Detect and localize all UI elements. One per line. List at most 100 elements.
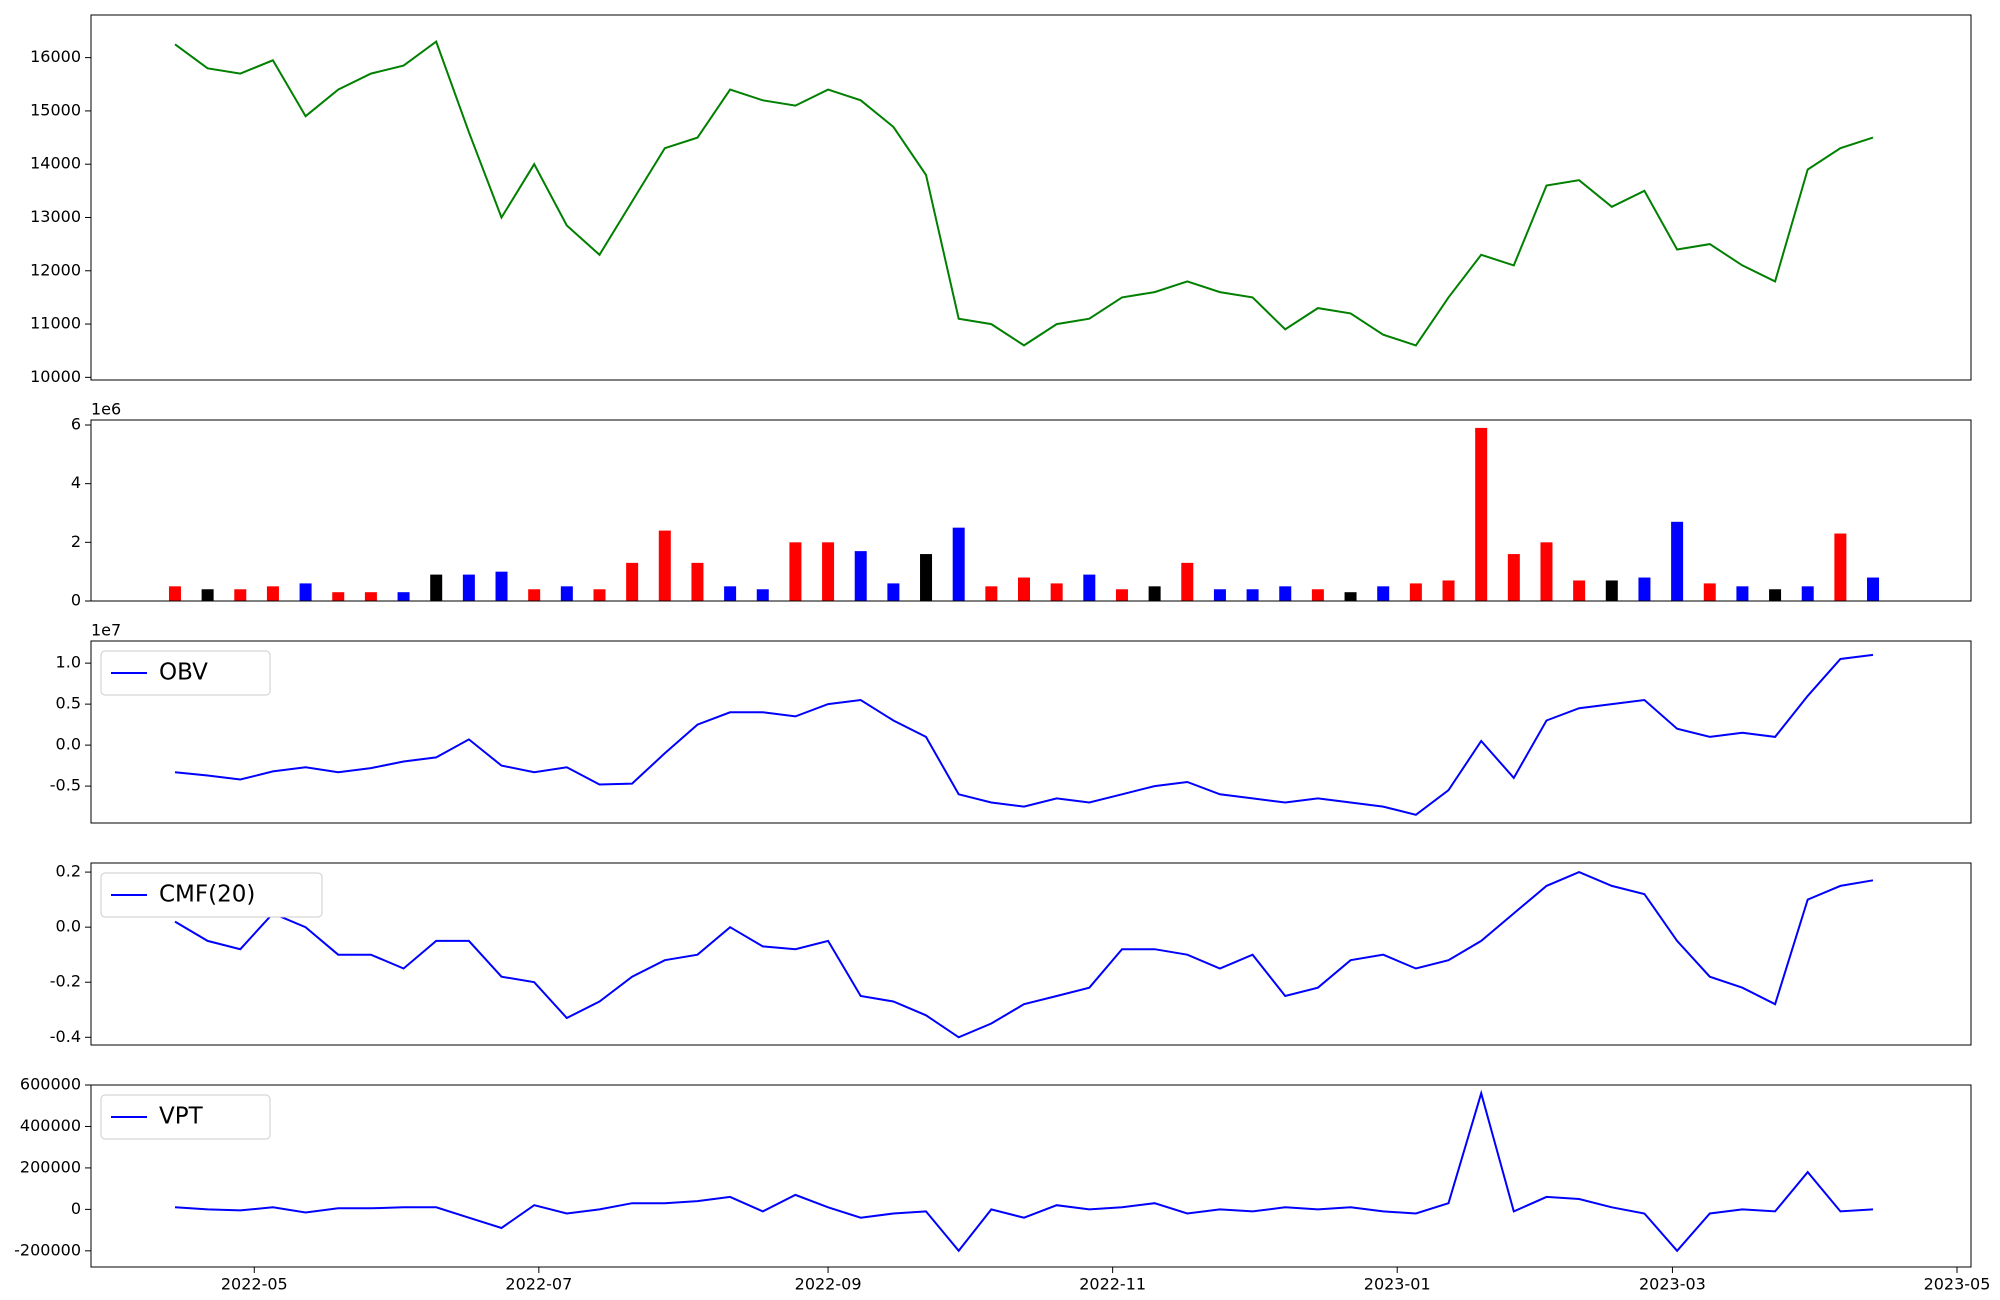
volume-bar bbox=[887, 583, 900, 601]
volume-bar bbox=[789, 542, 802, 601]
volume-bar bbox=[168, 586, 181, 601]
volume-bar bbox=[1475, 427, 1488, 601]
x-tick-label: 2022-07 bbox=[505, 1275, 572, 1294]
volume-bar bbox=[1638, 577, 1651, 601]
volume-bar bbox=[528, 589, 541, 601]
volume-bar bbox=[920, 554, 933, 601]
volume-bar bbox=[985, 586, 998, 601]
volume-bar bbox=[560, 586, 573, 601]
volume-bar bbox=[1605, 580, 1618, 601]
y-tick-label: 600000 bbox=[20, 1075, 81, 1094]
y-tick-label: 6 bbox=[71, 414, 81, 433]
volume-bar bbox=[1442, 580, 1455, 601]
legend: OBV bbox=[100, 650, 271, 696]
legend-label: VPT bbox=[159, 1104, 204, 1130]
volume-bar bbox=[1409, 583, 1422, 601]
volume-bar bbox=[201, 589, 214, 601]
y-tick-label: 4 bbox=[71, 473, 81, 492]
plot-frame bbox=[90, 14, 1972, 381]
series-line bbox=[174, 1089, 1874, 1253]
y-tick-label: 14000 bbox=[30, 154, 81, 173]
volume-bar bbox=[1834, 533, 1847, 601]
y-tick-label: 1.0 bbox=[56, 653, 81, 672]
y-tick-label: -0.2 bbox=[50, 972, 81, 991]
x-tick-label: 2023-03 bbox=[1639, 1275, 1706, 1294]
volume-bar bbox=[1867, 577, 1880, 601]
x-tick-label: 2022-11 bbox=[1079, 1275, 1146, 1294]
series-line bbox=[174, 653, 1874, 816]
y-tick-label: 0.0 bbox=[56, 917, 81, 936]
offset-text: 1e7 bbox=[91, 621, 121, 640]
offset-text: 1e6 bbox=[91, 400, 121, 419]
volume-bar bbox=[397, 592, 410, 601]
y-tick-label: 0.5 bbox=[56, 694, 81, 713]
volume-bar bbox=[1703, 583, 1716, 601]
volume-bar bbox=[854, 551, 867, 601]
plot-frame bbox=[90, 862, 1972, 1046]
legend-box bbox=[100, 872, 323, 918]
volume-bar bbox=[756, 589, 769, 601]
volume-bar bbox=[1573, 580, 1586, 601]
y-tick-label: 10000 bbox=[30, 367, 81, 386]
volume-bar bbox=[1018, 577, 1031, 601]
volume-bar bbox=[1311, 589, 1324, 601]
y-tick-label: 11000 bbox=[30, 314, 81, 333]
y-tick-label: 400000 bbox=[20, 1116, 81, 1135]
volume-bar bbox=[822, 542, 835, 601]
legend: CMF(20) bbox=[100, 872, 323, 918]
volume-bar bbox=[430, 574, 443, 601]
y-tick-label: 15000 bbox=[30, 100, 81, 119]
x-tick-label: 2023-05 bbox=[1924, 1275, 1991, 1294]
series-line bbox=[174, 871, 1874, 1039]
volume-bar bbox=[626, 562, 639, 601]
x-tick-label: 2023-01 bbox=[1364, 1275, 1431, 1294]
plot-frame bbox=[90, 640, 1972, 824]
legend-label: OBV bbox=[159, 660, 208, 686]
y-tick-label: 2 bbox=[71, 532, 81, 551]
plot-frame bbox=[90, 419, 1972, 602]
y-tick-label: 13000 bbox=[30, 207, 81, 226]
volume-bar bbox=[1083, 574, 1096, 601]
volume-bar bbox=[266, 586, 279, 601]
volume-bar bbox=[691, 562, 704, 601]
volume-bar bbox=[1736, 586, 1749, 601]
volume-bar bbox=[364, 592, 377, 601]
y-tick-label: 12000 bbox=[30, 260, 81, 279]
volume-bar bbox=[1148, 586, 1161, 601]
volume-bar bbox=[234, 589, 247, 601]
y-tick-label: 0 bbox=[71, 1199, 81, 1218]
y-tick-label: 0 bbox=[71, 591, 81, 610]
volume-bar bbox=[299, 583, 312, 601]
y-tick-label: 16000 bbox=[30, 47, 81, 66]
legend-box bbox=[100, 650, 271, 696]
volume-bar bbox=[1246, 589, 1259, 601]
volume-bar bbox=[1507, 554, 1520, 601]
y-tick-label: -0.4 bbox=[50, 1027, 81, 1046]
volume-bar bbox=[1801, 586, 1814, 601]
y-tick-label: 0.0 bbox=[56, 735, 81, 754]
volume-bar bbox=[593, 589, 606, 601]
volume-bar bbox=[1050, 583, 1063, 601]
volume-bar bbox=[952, 527, 965, 601]
volume-bar bbox=[1181, 562, 1194, 601]
volume-bar bbox=[1377, 586, 1390, 601]
volume-bar bbox=[724, 586, 737, 601]
volume-bar bbox=[1671, 521, 1684, 601]
volume-bar bbox=[1213, 589, 1226, 601]
volume-bar bbox=[495, 571, 508, 601]
y-tick-label: 0.2 bbox=[56, 862, 81, 881]
y-tick-label: -0.5 bbox=[50, 776, 81, 795]
volume-bar bbox=[332, 592, 345, 601]
volume-bar bbox=[1344, 592, 1357, 601]
y-tick-label: 200000 bbox=[20, 1157, 81, 1176]
y-tick-label: -200000 bbox=[14, 1240, 81, 1259]
plot-frame bbox=[90, 1084, 1972, 1268]
x-tick-label: 2022-05 bbox=[221, 1275, 288, 1294]
x-tick-label: 2022-09 bbox=[795, 1275, 862, 1294]
series-line bbox=[174, 40, 1874, 347]
volume-bar bbox=[1540, 542, 1553, 601]
volume-bar bbox=[1769, 589, 1782, 601]
legend: VPT bbox=[100, 1094, 271, 1140]
volume-bar bbox=[1115, 589, 1128, 601]
